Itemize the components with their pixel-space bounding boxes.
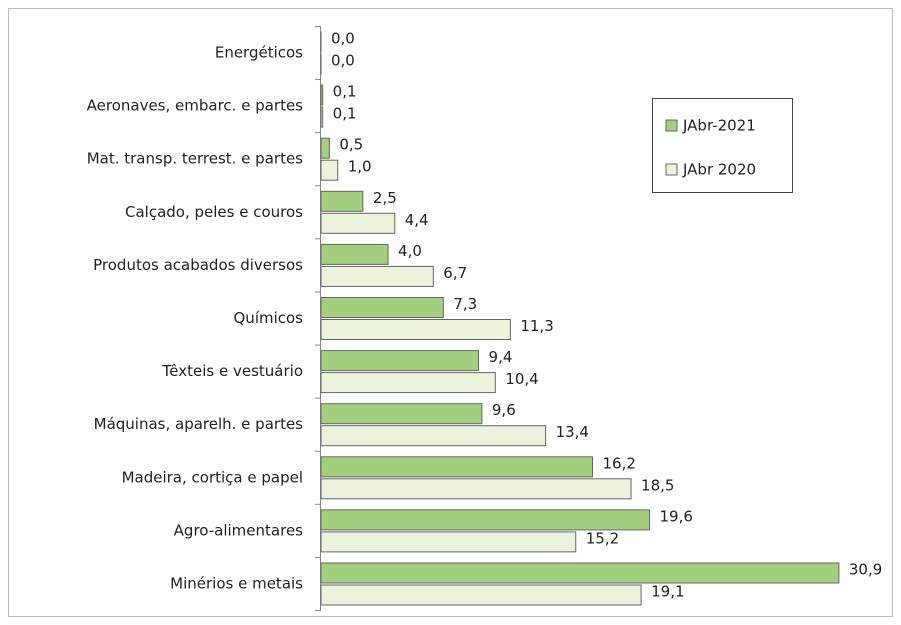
bar: [320, 212, 396, 234]
value-label: 9,6: [492, 401, 516, 419]
y-tick-label: Agro-alimentares: [174, 521, 304, 539]
y-tick-label: Minérios e metais: [170, 575, 303, 593]
bar: [320, 562, 840, 584]
bar: [320, 190, 364, 212]
value-label: 0,1: [333, 105, 357, 123]
y-tick-label: Produtos acabados diversos: [93, 256, 303, 274]
value-label: 10,4: [505, 370, 538, 388]
value-label: 30,9: [849, 561, 882, 579]
bar: [320, 159, 339, 181]
y-tick-label: Madeira, cortiça e papel: [122, 468, 303, 486]
value-label: 16,2: [603, 454, 636, 472]
bar: [320, 425, 547, 447]
value-label: 19,6: [659, 507, 692, 525]
legend-label: JAbr 2020: [682, 161, 756, 179]
bar: [320, 106, 324, 128]
value-label: 9,4: [489, 348, 513, 366]
bar: [320, 403, 483, 425]
y-tick-label: Químicos: [234, 309, 304, 327]
value-label: 4,0: [398, 242, 422, 260]
y-tick-label: Têxteis e vestuário: [161, 362, 303, 380]
value-label: 1,0: [348, 158, 372, 176]
y-tick-label: Energéticos: [215, 44, 303, 62]
value-label: 0,0: [331, 30, 355, 48]
bar: [320, 243, 389, 265]
y-tick-label: Máquinas, aparelh. e partes: [94, 415, 304, 433]
bar: [320, 456, 594, 478]
legend-swatch: [665, 119, 678, 132]
bar: [320, 531, 577, 553]
y-tick-label: Calçado, peles e couros: [125, 203, 303, 221]
bar: [320, 265, 434, 287]
bar: [320, 478, 632, 500]
value-label: 0,0: [331, 52, 355, 70]
value-label: 0,1: [333, 83, 357, 101]
bar: [320, 350, 480, 372]
value-label: 7,3: [453, 295, 477, 313]
bar: [320, 372, 496, 394]
value-label: 18,5: [641, 476, 674, 494]
value-label: 15,2: [586, 529, 619, 547]
legend-box: [652, 98, 793, 193]
value-label: 6,7: [443, 264, 467, 282]
bar: [320, 84, 324, 106]
value-label: 4,4: [405, 211, 429, 229]
bar: [320, 319, 511, 340]
y-tick-label: Mat. transp. terrest. e partes: [87, 150, 303, 168]
y-tick-label: Aeronaves, embarc. e partes: [87, 97, 304, 115]
value-label: 11,3: [520, 317, 553, 335]
legend-swatch: [665, 163, 678, 176]
bar: [320, 584, 642, 606]
bar: [320, 297, 444, 318]
bar: [320, 137, 330, 159]
value-label: 19,1: [651, 583, 684, 601]
legend-label: JAbr-2021: [682, 117, 756, 135]
bar: [320, 509, 650, 531]
value-label: 2,5: [373, 189, 397, 207]
value-label: 13,4: [556, 423, 589, 441]
value-label: 0,5: [339, 136, 363, 154]
